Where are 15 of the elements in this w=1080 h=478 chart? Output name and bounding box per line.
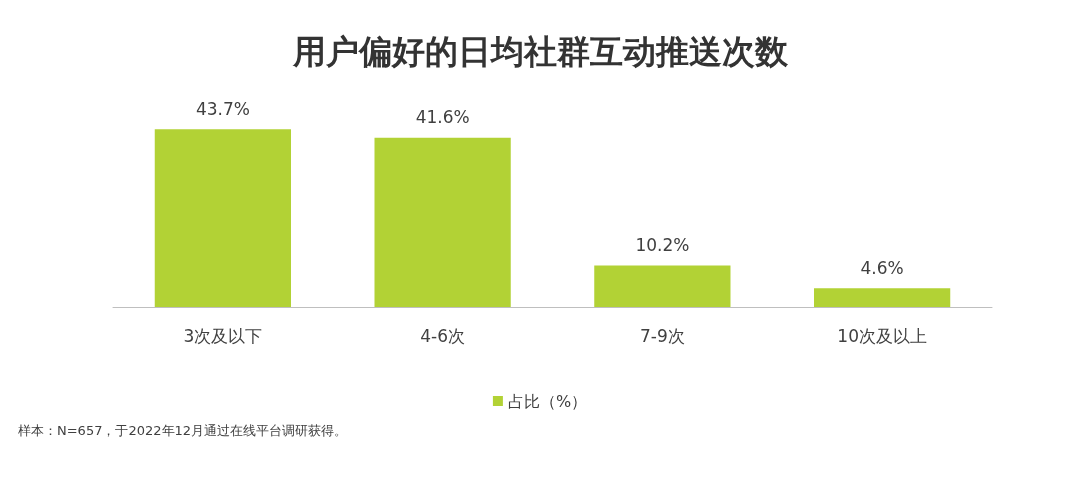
x-tick-label: 3次及以下: [183, 325, 263, 346]
bar: [814, 288, 951, 307]
data-label: 10.2%: [635, 235, 690, 256]
bar: [154, 129, 291, 307]
data-label: 4.6%: [860, 257, 904, 278]
bar: [374, 137, 511, 307]
data-label: 41.6%: [415, 107, 470, 128]
text: 样本：N=657，于2022年12月通过在线平台调研获得。: [18, 423, 348, 438]
x-tick-label: 4-6次: [420, 325, 466, 346]
bar: [594, 265, 731, 307]
x-tick-label: 10次及以上: [837, 325, 927, 346]
chart-title: 用户偏好的日均社群互动推送次数: [291, 32, 789, 71]
data-label: 43.7%: [195, 98, 250, 119]
legend-label: 占比（%）: [507, 391, 588, 411]
x-tick-label: 7-9次: [639, 325, 685, 346]
